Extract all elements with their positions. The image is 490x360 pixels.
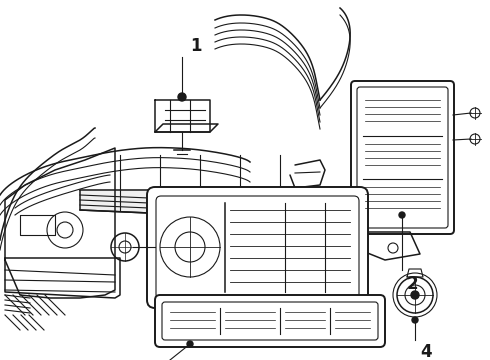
Polygon shape: [257, 270, 269, 290]
Circle shape: [178, 93, 186, 101]
Polygon shape: [155, 100, 210, 132]
Polygon shape: [203, 270, 215, 290]
Circle shape: [411, 291, 419, 299]
Polygon shape: [195, 215, 275, 270]
Text: 2: 2: [407, 275, 418, 293]
Polygon shape: [239, 270, 251, 290]
Circle shape: [399, 212, 405, 218]
FancyBboxPatch shape: [357, 87, 448, 228]
Circle shape: [187, 341, 193, 347]
Polygon shape: [155, 124, 218, 132]
FancyBboxPatch shape: [156, 196, 359, 299]
Text: 1: 1: [190, 37, 201, 55]
Polygon shape: [5, 258, 120, 298]
Polygon shape: [407, 269, 423, 277]
FancyBboxPatch shape: [162, 302, 378, 340]
FancyBboxPatch shape: [351, 81, 454, 234]
Polygon shape: [221, 270, 233, 290]
FancyBboxPatch shape: [155, 295, 385, 347]
Polygon shape: [365, 232, 420, 260]
Polygon shape: [290, 160, 325, 188]
FancyBboxPatch shape: [147, 187, 368, 308]
Polygon shape: [5, 148, 115, 298]
Polygon shape: [80, 190, 310, 220]
Text: 4: 4: [420, 343, 432, 360]
Circle shape: [412, 317, 418, 323]
